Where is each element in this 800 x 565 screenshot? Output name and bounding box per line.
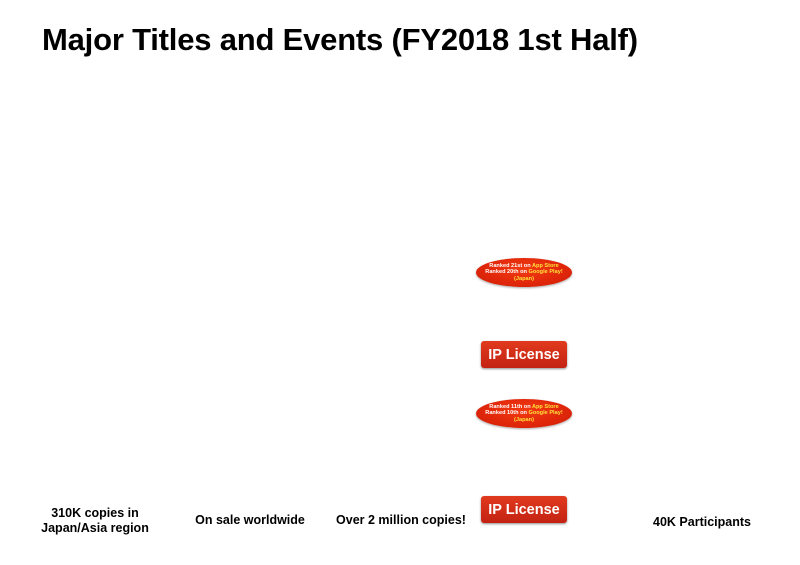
rank-text: Ranked 11th on [489, 403, 532, 410]
ranking-badge-line-google-play: Ranked 10th on Google Play! [485, 410, 562, 417]
ranking-badge-line-app-store: Ranked 11th on App Store [489, 404, 558, 411]
ip-license-badge-1: IP License [481, 341, 567, 368]
caption-line: Japan/Asia region [41, 521, 149, 535]
ranking-badge-line-google-play: Ranked 20th on Google Play! [485, 269, 562, 276]
ranking-badge-2: Ranked 11th on App Store Ranked 10th on … [476, 399, 572, 428]
store-name: App Store [531, 403, 559, 410]
store-name: Google Play! [528, 410, 563, 417]
caption-participants: 40K Participants [653, 515, 751, 529]
caption-two-million: Over 2 million copies! [336, 513, 466, 527]
ip-license-badge-2: IP License [481, 496, 567, 523]
rank-text: Ranked 20th on [485, 269, 529, 276]
rank-text: Ranked 21st on [489, 262, 532, 269]
slide-title: Major Titles and Events (FY2018 1st Half… [42, 22, 638, 57]
store-name: App Store [531, 262, 559, 269]
rank-text: Ranked 10th on [485, 410, 529, 417]
caption-worldwide: On sale worldwide [195, 513, 305, 527]
ranking-badge-1: Ranked 21st on App Store Ranked 20th on … [476, 258, 572, 287]
store-name: Google Play! [528, 269, 563, 276]
ranking-badge-region: (Japan) [514, 416, 534, 423]
ranking-badge-line-app-store: Ranked 21st on App Store [489, 263, 558, 270]
caption-sales-japan-asia: 310K copies in Japan/Asia region [30, 506, 160, 536]
caption-line: 310K copies in [51, 506, 139, 520]
ranking-badge-region: (Japan) [514, 275, 534, 282]
